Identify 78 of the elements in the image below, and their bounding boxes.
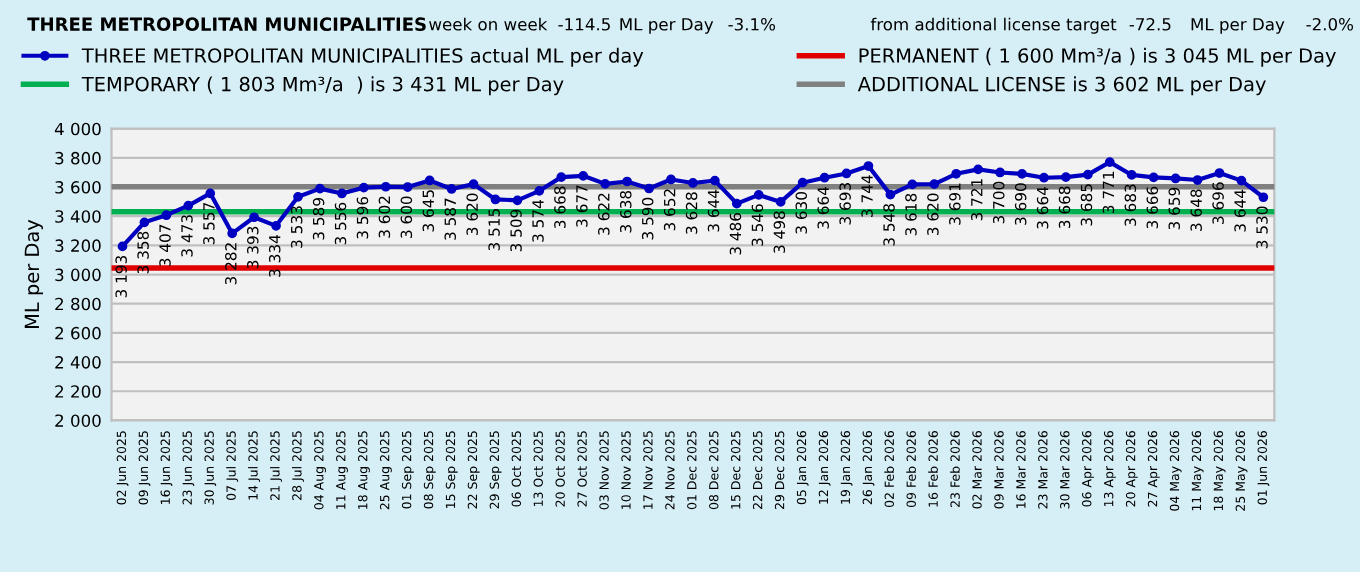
point (753, 190, 764, 200)
point (951, 168, 962, 179)
point (1061, 172, 1071, 182)
legend-label: THREE METROPOLITAN MUNICIPALITIES actual ML per day (81, 47, 644, 67)
y-tick-label: 3 400 (55, 210, 101, 223)
y-tick-label: 2 600 (55, 326, 101, 340)
legend-label: ADDITIONAL LICENSE is 3 602 ML per Day (857, 76, 1266, 96)
text: ML per Day (1191, 18, 1285, 34)
point (293, 191, 303, 202)
text: -114.5 (558, 18, 610, 31)
point (1236, 175, 1247, 186)
y-tick-label: 2 200 (55, 385, 101, 398)
point (688, 178, 698, 188)
point (841, 168, 852, 179)
point (512, 195, 523, 206)
point (380, 181, 391, 192)
point (973, 164, 983, 175)
point (819, 172, 830, 183)
point (271, 220, 281, 231)
point (1148, 172, 1159, 183)
point (1170, 173, 1181, 184)
point (731, 198, 742, 209)
point (907, 179, 918, 190)
text: ML per Day (620, 18, 714, 34)
y-tick-label: 3 600 (55, 181, 101, 194)
point (644, 183, 654, 194)
y-tick-label: 3 200 (55, 239, 101, 252)
point (1017, 169, 1027, 179)
point (1126, 170, 1137, 180)
y-axis-title: ML per Day (24, 219, 43, 328)
point (995, 167, 1005, 178)
point (1214, 168, 1225, 178)
text: -72.5 (1129, 17, 1171, 31)
point (885, 189, 896, 200)
point (622, 176, 632, 187)
point (1039, 172, 1049, 183)
point (468, 179, 479, 189)
point (1258, 192, 1269, 203)
point (1192, 175, 1203, 185)
point (402, 182, 413, 192)
point (929, 179, 940, 189)
point (1082, 169, 1093, 180)
chart-title: THREE METROPOLITAN MUNICIPALITIES (27, 17, 426, 31)
point (337, 188, 347, 199)
point (1104, 157, 1115, 167)
point (797, 177, 808, 188)
point (710, 175, 720, 186)
point (117, 241, 128, 252)
point (600, 178, 611, 189)
text: from additional license target (870, 17, 1117, 34)
point (863, 161, 874, 171)
point (556, 172, 567, 182)
y-tick-label: 3 800 (55, 151, 101, 165)
text: -2.0% (1306, 17, 1354, 31)
point (424, 175, 435, 186)
point (775, 197, 786, 207)
y-tick-label: 2 400 (55, 356, 101, 369)
y-tick-label: 2 800 (55, 297, 101, 311)
point (205, 188, 216, 199)
point (446, 184, 457, 194)
point (183, 200, 194, 211)
point (315, 183, 325, 194)
point (534, 185, 545, 196)
y-tick-label: 2 000 (55, 414, 101, 427)
legend-label: PERMANENT ( 1 600 Mm³/a ) is 3 045 ML per Day (859, 47, 1336, 67)
point (666, 174, 676, 185)
point (578, 170, 589, 181)
text: week on week (429, 17, 548, 31)
point (358, 182, 369, 193)
text: -3.1% (728, 17, 776, 31)
y-tick-label: 3 000 (55, 268, 101, 282)
point (227, 228, 238, 239)
point (161, 210, 172, 221)
point (139, 217, 150, 228)
point (490, 194, 501, 205)
y-tick-label: 4 000 (54, 122, 101, 136)
legend-label: TEMPORARY ( 1 803 Mm³/a ) is 3 431 ML per Day (81, 76, 564, 96)
point (249, 212, 259, 223)
